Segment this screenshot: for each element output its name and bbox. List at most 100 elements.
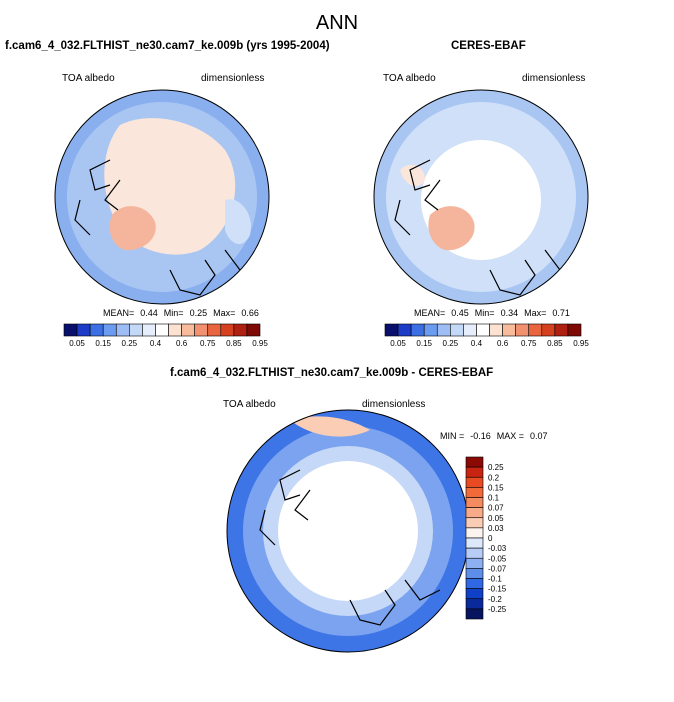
panel3-variable-label: TOA albedo	[223, 399, 276, 410]
colorbar-swatch	[465, 487, 484, 498]
colorbar-swatch	[450, 323, 464, 337]
figure-title: ANN	[315, 12, 359, 34]
map3-arctic-white	[278, 461, 418, 601]
colorbar-swatch	[465, 608, 484, 620]
colorbar-swatch	[465, 537, 484, 549]
colorbar-tick-label: 0.25	[488, 463, 504, 472]
colorbar-tick-label: 0.05	[488, 514, 504, 523]
difference-albedo-map	[226, 409, 470, 653]
colorbar-tick-label: -0.25	[488, 605, 507, 614]
colorbar-swatch	[476, 323, 490, 337]
colorbar-swatch	[515, 323, 530, 337]
colorbar-swatch	[465, 598, 484, 610]
map1-boundary	[54, 89, 270, 305]
colorbar-tick-label: 0.1	[488, 494, 500, 503]
colorbar-swatch	[233, 323, 248, 337]
map1-greenland	[109, 206, 156, 251]
colorbar-swatch	[465, 497, 484, 508]
colorbar-tick-label: 0.4	[471, 339, 483, 348]
colorbar-swatch	[181, 323, 195, 337]
colorbar-swatch	[423, 323, 438, 337]
colorbar-tick-label: 0.15	[488, 483, 504, 492]
colorbar-swatch	[502, 323, 516, 337]
colorbar-tick-label: 0.75	[200, 339, 216, 348]
colorbar-swatch	[489, 323, 503, 337]
panel1-variable-label: TOA albedo	[62, 73, 115, 84]
difference-colorbar: 0.250.20.150.10.070.050.030-0.03-0.05-0.…	[465, 456, 507, 620]
colorbar-tick-label: 0.75	[521, 339, 537, 348]
colorbar-tick-label: 0.25	[443, 339, 459, 348]
colorbar-tick-label: 0.95	[252, 339, 268, 348]
colorbar-swatch	[465, 466, 484, 478]
colorbar-tick-label: 0.05	[390, 339, 406, 348]
map1-coastlines	[74, 159, 261, 296]
colorbar-tick-label: 0.2	[488, 473, 500, 482]
map2-coastlines	[394, 159, 581, 296]
colorbar-tick-label: 0.95	[573, 339, 589, 348]
map2-canada-patch	[400, 164, 425, 186]
colorbar-tick-label: 0.03	[488, 524, 504, 533]
colorbar-tick-label: 0.4	[150, 339, 162, 348]
ceres-albedo-map	[373, 89, 589, 305]
colorbar-tick-label: -0.2	[488, 595, 502, 604]
colorbar-swatch	[465, 557, 484, 569]
colorbar-tick-label: 0.6	[497, 339, 509, 348]
colorbar-swatch	[465, 527, 484, 539]
colorbar-swatch	[465, 568, 484, 579]
colorbar-swatch	[207, 323, 222, 337]
map2-boundary	[373, 89, 589, 305]
colorbar-swatch	[168, 323, 182, 337]
colorbar-swatch	[142, 323, 156, 337]
colorbar-tick-label: 0.85	[547, 339, 563, 348]
map1-siberia-patch	[225, 199, 251, 245]
panel1-units-label: dimensionless	[201, 73, 265, 84]
colorbar-tick-label: 0.05	[69, 339, 85, 348]
panel1-stats: MEAN= 0.44 Min= 0.25 Max= 0.66	[103, 308, 259, 318]
colorbar-swatch	[246, 323, 261, 337]
colorbar-tick-label: -0.03	[488, 544, 507, 553]
panel2-variable-label: TOA albedo	[383, 73, 436, 84]
colorbar-swatch	[465, 507, 484, 519]
colorbar-swatch	[155, 323, 169, 337]
panel2-title: CERES-EBAF	[451, 40, 526, 52]
colorbar-swatch	[465, 517, 484, 529]
colorbar-tick-label: -0.07	[488, 564, 507, 573]
colorbar-swatch	[89, 323, 104, 337]
colorbar-swatch	[567, 323, 582, 337]
absolute-colorbar-1: 0.05 0.15 0.25 0.4 0.6 0.75 0.85 0.95	[63, 323, 268, 348]
colorbar-tick-label: -0.1	[488, 575, 502, 584]
colorbar-tick-label: 0.25	[122, 339, 138, 348]
colorbar-tick-label: 0.15	[95, 339, 111, 348]
colorbar-swatch	[410, 323, 425, 337]
colorbar-swatch	[115, 323, 130, 337]
colorbar-swatch	[528, 323, 543, 337]
colorbar-swatch	[220, 323, 235, 337]
map3-greenland	[300, 551, 336, 584]
map2-greenland	[428, 206, 475, 251]
map3-coastlines	[259, 469, 441, 626]
panel3-stats: MIN = -0.16 MAX = 0.07	[440, 431, 548, 441]
colorbar-tick-label: 0	[488, 534, 493, 543]
panel1-title: f.cam6_4_032.FLTHIST_ne30.cam7_ke.009b (…	[5, 40, 330, 52]
colorbar-tick-label: 0.85	[226, 339, 242, 348]
colorbar-swatch	[63, 323, 78, 337]
colorbar-swatch	[465, 588, 484, 600]
colorbar-swatch	[194, 323, 209, 337]
absolute-colorbar-2: 0.05 0.15 0.25 0.4 0.6 0.75 0.85 0.95	[384, 323, 589, 348]
panel2-units-label: dimensionless	[522, 73, 586, 84]
colorbar-tick-label: 0.07	[488, 504, 504, 513]
colorbar-tick-label: 0.15	[416, 339, 432, 348]
panel2-stats: MEAN= 0.45 Min= 0.34 Max= 0.71	[414, 308, 570, 318]
colorbar-swatch	[384, 323, 399, 337]
colorbar-swatch	[102, 323, 117, 337]
colorbar-swatch	[397, 323, 412, 337]
colorbar-swatch	[463, 323, 477, 337]
colorbar-tick-label: -0.15	[488, 585, 507, 594]
colorbar-tick-label: 0.6	[176, 339, 188, 348]
colorbar-swatch	[541, 323, 556, 337]
colorbar-swatch	[436, 323, 451, 337]
colorbar-swatch	[465, 476, 484, 488]
colorbar-swatch	[465, 456, 484, 468]
colorbar-swatch	[554, 323, 569, 337]
